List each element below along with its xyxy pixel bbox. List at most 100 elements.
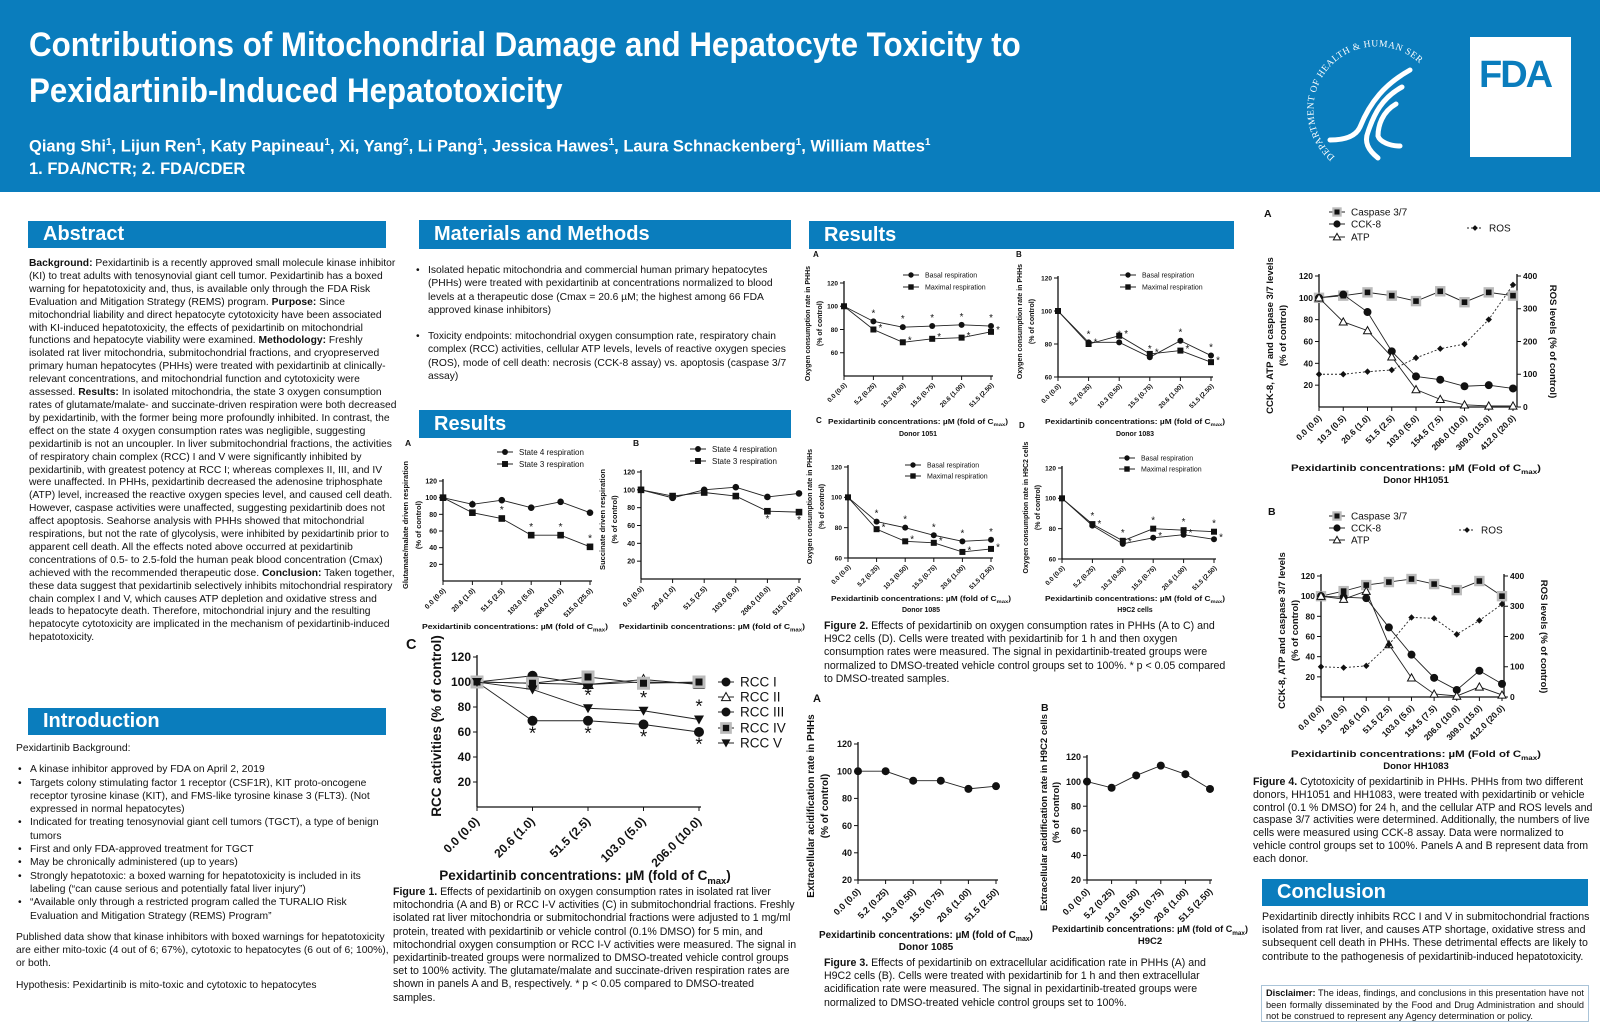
legend-marker	[721, 707, 731, 717]
x-tick-label: 20.6 (1.00)	[940, 564, 967, 591]
y-tick-label: 60	[1304, 336, 1314, 346]
data-point	[472, 678, 482, 687]
x-axis-label-end: )	[726, 868, 731, 883]
chart-subtitle: Donor 1085	[899, 942, 954, 953]
legend-marker	[1124, 466, 1130, 472]
intro-bullet: Strongly hepatotoxic: a boxed warning fo…	[16, 870, 391, 897]
chart-fig4-panel-A: 20 40 60 80 100 120 0 100 200 300 400 ROS levels (%…	[1264, 207, 1558, 486]
data-point	[902, 538, 909, 545]
data-point	[1388, 366, 1395, 374]
legend-label: RCC II	[740, 690, 781, 705]
figure-caption-text: Effects of pexidartinib on oxygen consum…	[393, 886, 797, 1004]
y-axis-label: Extracellular acidification rate in H9C2…	[1039, 714, 1050, 911]
series-line	[476, 675, 700, 685]
data-point	[1180, 527, 1187, 534]
x-tick-label: 51.5 (2.5)	[1360, 703, 1393, 736]
data-point	[1451, 690, 1462, 700]
data-point	[1211, 528, 1217, 535]
x-tick-label: 206.0 (10.0)	[1429, 413, 1469, 453]
data-point	[1461, 340, 1468, 348]
data-point	[669, 492, 676, 500]
significance-asterisk: *	[1094, 337, 1098, 348]
x-axis-label-main: Pexidartinib concentrations: µM (fold of…	[1045, 419, 1211, 426]
x-axis-label: Pexidartinib concentrations: µM (fold of…	[619, 622, 806, 633]
legend-label: ROS	[1481, 526, 1503, 537]
data-point	[582, 678, 594, 689]
x-tick-label: 103.0 (5.0)	[711, 585, 740, 614]
data-point	[1177, 337, 1184, 344]
data-point	[583, 715, 593, 726]
data-point	[1383, 576, 1395, 588]
intro-published-data: Published data show that kinase inhibito…	[16, 931, 389, 970]
data-point	[638, 706, 649, 716]
figure-1-caption: Figure 1. Effects of pexidartinib on oxy…	[393, 886, 798, 1005]
x-tick-label: 5.2 (0.25)	[1068, 383, 1093, 408]
data-point	[1206, 784, 1214, 793]
x-tick-label: 10.3 (0.50)	[882, 564, 909, 591]
x-axis-label-subscript: max	[1211, 600, 1223, 605]
series-line	[640, 486, 800, 499]
data-point	[1338, 316, 1349, 326]
data-point	[1407, 650, 1416, 659]
data-point	[1386, 290, 1397, 301]
legend-label: RCC V	[740, 736, 782, 751]
data-point	[1406, 573, 1417, 585]
x-axis-label-main: Pexidartinib concentrations: µM (fold of…	[422, 622, 594, 631]
panel-letter: A	[813, 693, 821, 705]
y-tick-label: 100	[1045, 496, 1056, 503]
legend-label: CCK-8	[1351, 524, 1381, 535]
y2-tick-label: 400	[1523, 271, 1537, 281]
series-line	[1057, 310, 1212, 358]
x-axis-label-main: Pexidartinib concentrations: µM (fold of…	[819, 930, 1016, 941]
figure-caption-text: Effects of pexidartinib on extracellular…	[824, 957, 1206, 1009]
x-tick-label: 0.0 (0.0)	[1061, 886, 1092, 917]
series-line	[858, 770, 997, 790]
series-rcc-i: * * * * RCC I	[472, 675, 777, 756]
x-axis-label-subscript: max	[1521, 469, 1537, 476]
data-point	[1485, 316, 1492, 323]
series-rcc-v: * * * RCC V	[472, 678, 782, 751]
legend-label: ATP	[1351, 233, 1370, 244]
legend-label: Maximal respiration	[1141, 466, 1202, 473]
significance-asterisk: *	[1212, 519, 1216, 530]
chart-fig3-panel-A: 20 40 60 80 100 120 0.0 (0.0)5.2 (0.25)10.3 (0…	[806, 693, 1033, 953]
y-tick-label: 120	[827, 280, 838, 287]
data-point	[1385, 641, 1393, 648]
x-tick-label: 412.0 (20.0)	[1478, 413, 1518, 453]
data-point	[1208, 352, 1214, 359]
panel-letter: A	[813, 250, 819, 259]
data-point	[694, 727, 704, 737]
y-tick-label: 40	[1304, 358, 1314, 368]
author-separator: ,	[329, 137, 340, 156]
legend-marker	[502, 449, 508, 455]
data-point	[1314, 292, 1324, 302]
significance-asterisk: *	[989, 313, 993, 324]
x-tick-label: 0.0 (0.0)	[441, 814, 483, 856]
data-point	[1474, 681, 1485, 691]
significance-asterisk: *	[996, 325, 1000, 336]
y-tick-label: 120	[1041, 275, 1052, 282]
x-tick-label: 20.6 (1.0)	[1339, 413, 1372, 446]
abstract-part-label: Results:	[78, 387, 119, 399]
chart-subtitle: Donor 1085	[902, 607, 940, 614]
significance-asterisk: *	[1124, 329, 1128, 340]
legend-label: RCC I	[740, 675, 777, 690]
x-tick-label: 51.5 (2.5)	[682, 585, 708, 611]
legend-marker	[908, 284, 914, 290]
conclusion-heading: Conclusion	[1262, 879, 1588, 906]
legend-marker	[695, 446, 701, 452]
significance-asterisk: *	[908, 336, 912, 347]
x-tick-label: 309.0 (15.0)	[1454, 413, 1494, 453]
series-line	[476, 679, 700, 685]
figure-3-caption: Figure 3. Effects of pexidartinib on ext…	[824, 957, 1234, 1010]
x-tick-label: 515.0 (25.0)	[563, 587, 595, 619]
y-tick-label: 80	[1049, 526, 1057, 533]
chart-fig1-panel-C: 20 40 60 80 100 120 0.0 (0.0) 20.6 (1.0) 51.5 (2…	[406, 635, 786, 887]
x-tick-label: 0.0 (0.0)	[424, 587, 447, 610]
x-tick-label: 0.0 (0.0)	[1294, 413, 1324, 443]
y-tick-label: 100	[623, 487, 635, 494]
series-line	[1318, 290, 1514, 303]
series-state-4-respiration: State 4 respiration	[439, 448, 594, 516]
data-point	[845, 494, 851, 501]
author-separator: ,	[801, 137, 811, 156]
